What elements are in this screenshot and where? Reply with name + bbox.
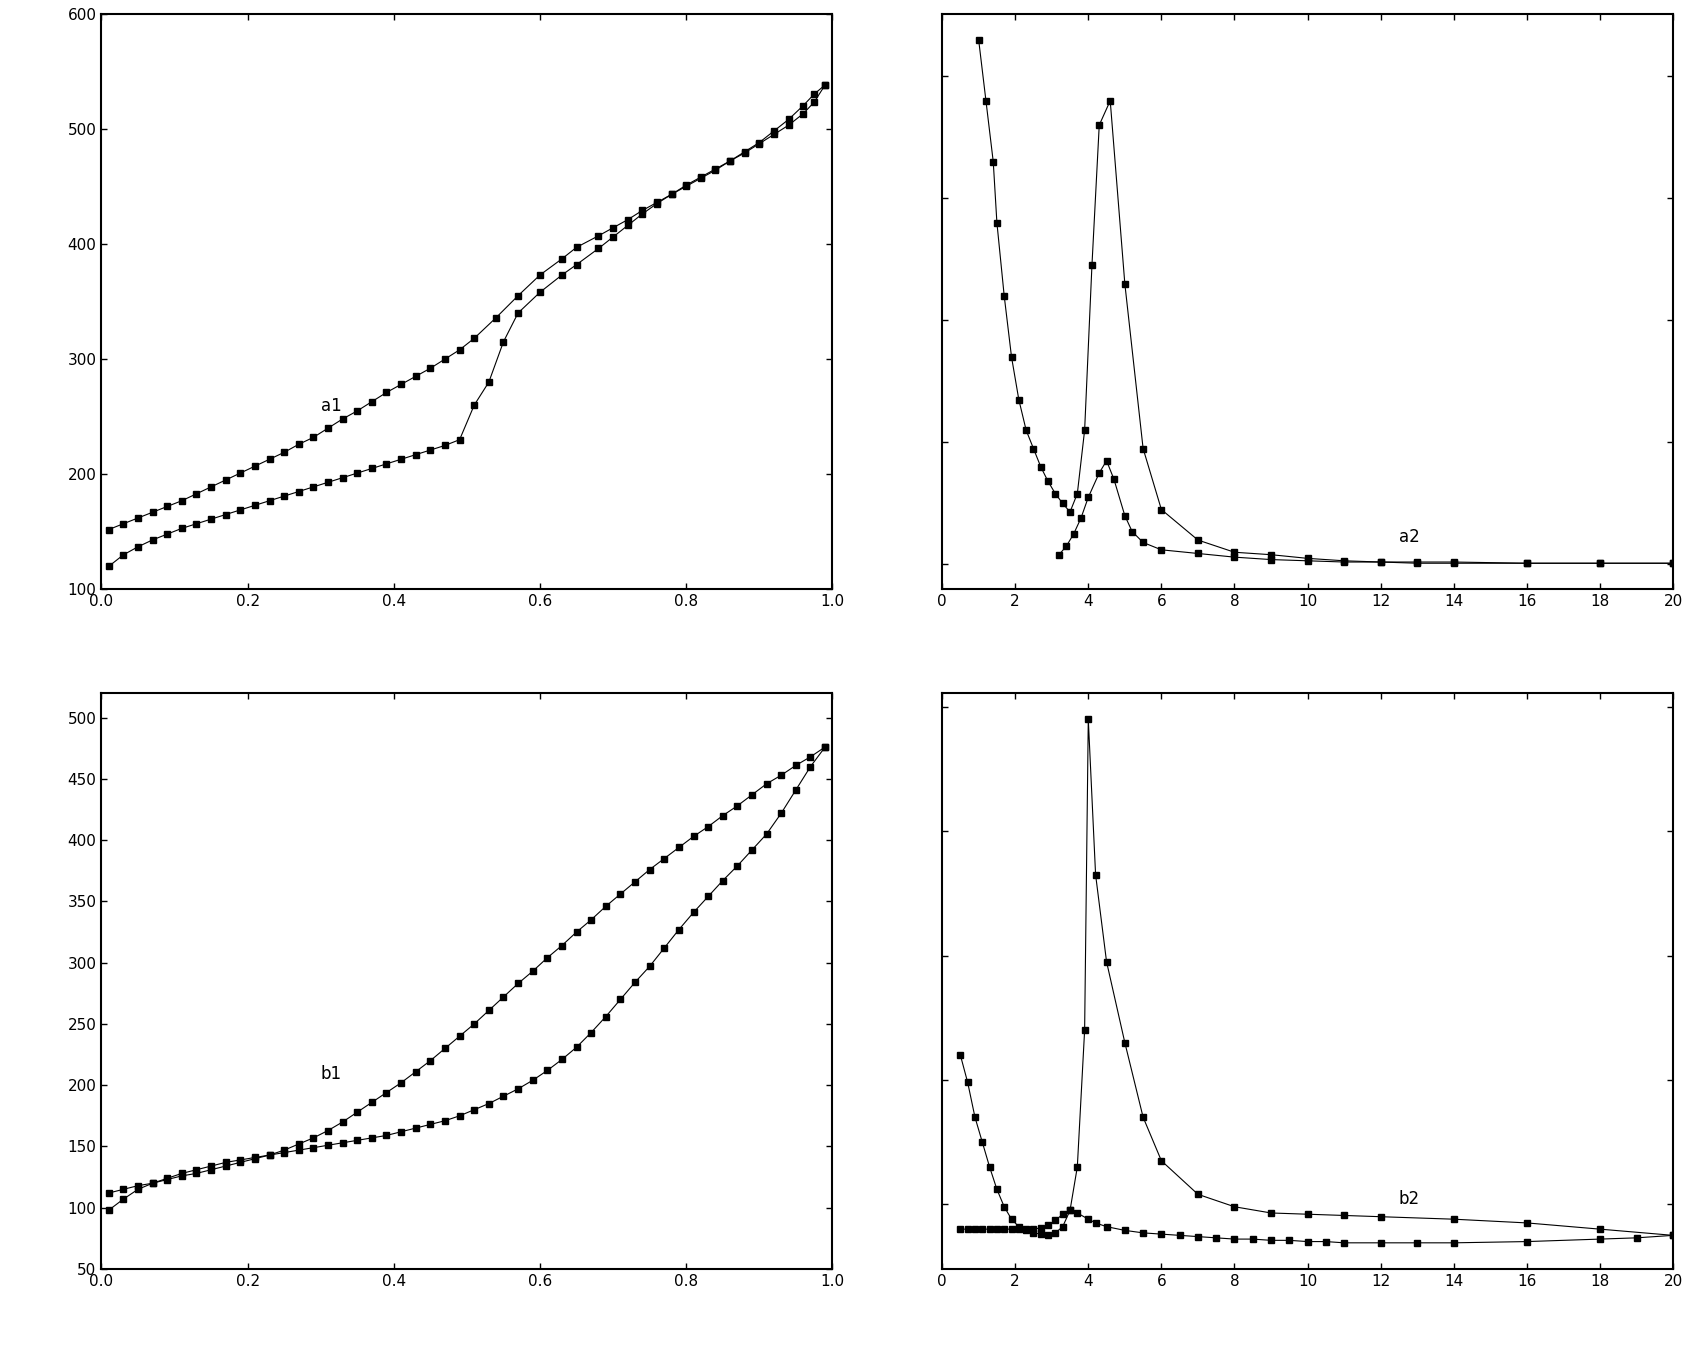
Text: b1: b1 (321, 1065, 341, 1083)
Text: a1: a1 (321, 397, 341, 414)
Text: a2: a2 (1398, 528, 1419, 547)
Text: b2: b2 (1398, 1191, 1419, 1208)
